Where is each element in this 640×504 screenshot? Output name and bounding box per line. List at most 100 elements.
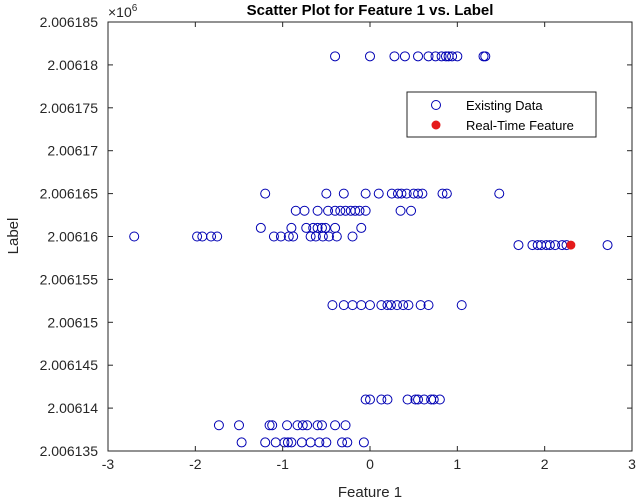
data-point-existing <box>480 51 491 62</box>
axes <box>107 21 633 452</box>
x-axis-title: Feature 1 <box>338 484 402 501</box>
data-point-existing <box>440 51 451 62</box>
data-point-existing <box>396 188 407 199</box>
y-tick-label: 2.006185 <box>40 14 99 30</box>
data-point-existing <box>340 420 351 431</box>
data-point-existing <box>550 240 561 251</box>
data-point-existing <box>302 420 313 431</box>
data-point-existing <box>301 222 312 233</box>
y-tick-label: 2.006145 <box>40 357 99 373</box>
data-point-existing <box>392 300 403 311</box>
x-tick-label: -3 <box>102 456 115 472</box>
y-tick-label: 2.00614 <box>47 400 98 416</box>
data-point-existing <box>423 51 434 62</box>
data-point-existing <box>129 231 140 242</box>
y-axis-title: Label <box>5 218 22 255</box>
data-point-existing <box>314 437 325 448</box>
data-point-existing <box>447 51 458 62</box>
data-point-existing <box>401 188 412 199</box>
data-point-existing <box>360 188 371 199</box>
data-point-existing <box>342 437 353 448</box>
data-point-existing <box>365 51 375 62</box>
data-point-existing <box>386 188 397 199</box>
chart-title: Scatter Plot for Feature 1 vs. Label <box>247 2 494 19</box>
data-point-existing <box>330 51 341 62</box>
data-point-existing <box>513 240 524 251</box>
x-tick-label: 0 <box>366 456 374 472</box>
data-point-existing <box>494 188 505 199</box>
data-point-existing <box>417 188 428 199</box>
data-point-existing <box>399 51 410 62</box>
legend-marker-existing <box>431 100 441 110</box>
data-point-existing <box>260 188 271 199</box>
legend-label-realtime: Real-Time Feature <box>466 118 574 133</box>
data-point-existing <box>350 205 361 216</box>
x-tick-label: 3 <box>628 456 636 472</box>
data-point-existing <box>452 51 463 62</box>
data-point-existing <box>312 420 323 431</box>
data-point-existing <box>413 394 424 405</box>
data-point-existing <box>321 188 332 199</box>
legend-label-existing: Existing Data <box>466 98 543 113</box>
data-point-existing <box>419 394 430 405</box>
y-tick-label: 2.006175 <box>40 100 99 116</box>
y-axis-exponent: ×106 <box>108 3 138 20</box>
y-tick-label: 2.00617 <box>47 143 98 159</box>
data-point-existing <box>415 300 426 311</box>
y-tick-label: 2.00616 <box>47 229 98 245</box>
data-point-existing <box>330 205 341 216</box>
data-point-existing <box>337 437 348 448</box>
data-point-existing <box>283 231 294 242</box>
data-point-existing <box>395 205 406 216</box>
data-point-existing <box>413 51 424 62</box>
data-point-existing <box>434 394 445 405</box>
data-point-existing <box>360 394 371 405</box>
y-tick-label: 2.00618 <box>47 57 98 73</box>
data-point-existing <box>279 437 290 448</box>
data-point-existing <box>413 188 424 199</box>
data-point-existing <box>335 205 346 216</box>
data-point-existing <box>321 437 332 448</box>
data-point-existing <box>255 222 266 233</box>
data-point-existing <box>282 437 293 448</box>
data-point-existing <box>602 240 613 251</box>
y-tick-label: 2.006155 <box>40 271 99 287</box>
legend: Existing Data Real-Time Feature <box>406 91 597 138</box>
data-point-existing <box>323 231 334 242</box>
data-point-existing <box>192 231 203 242</box>
data-point-existing <box>234 420 244 431</box>
data-point-existing <box>310 231 321 242</box>
data-point-existing <box>212 231 223 242</box>
data-point-existing <box>376 300 387 311</box>
data-point-existing <box>292 420 303 431</box>
data-point-existing <box>323 205 334 216</box>
legend-box <box>406 91 597 138</box>
data-point-existing <box>260 437 271 448</box>
data-point-existing <box>441 188 452 199</box>
data-point-existing <box>236 437 247 448</box>
data-point-existing <box>305 231 316 242</box>
legend-marker-realtime <box>431 120 441 130</box>
data-point-existing <box>317 231 328 242</box>
data-point-existing <box>428 394 439 405</box>
data-point-existing <box>288 231 299 242</box>
data-point-existing <box>264 420 275 431</box>
tick-labels: -3 -2 -1 0 1 2 3 2.006135 2.00614 2.006145 2.00615… <box>40 14 637 472</box>
data-point-existing <box>338 188 349 199</box>
data-point-existing <box>360 205 371 216</box>
data-point-existing <box>299 205 310 216</box>
data-point-existing <box>389 51 400 62</box>
data-point-existing <box>330 420 341 431</box>
data-point-existing <box>365 300 375 311</box>
data-point-existing <box>373 188 384 199</box>
data-point-existing <box>358 437 369 448</box>
data-point-existing <box>312 205 323 216</box>
data-point-existing <box>340 205 351 216</box>
data-point-existing <box>403 300 414 311</box>
x-tick-label: 2 <box>541 456 549 472</box>
data-point-existing <box>402 394 413 405</box>
y-tick-label: 2.00615 <box>47 314 98 330</box>
data-point-existing <box>275 231 286 242</box>
data-point-existing <box>382 300 393 311</box>
data-point-existing <box>354 205 365 216</box>
